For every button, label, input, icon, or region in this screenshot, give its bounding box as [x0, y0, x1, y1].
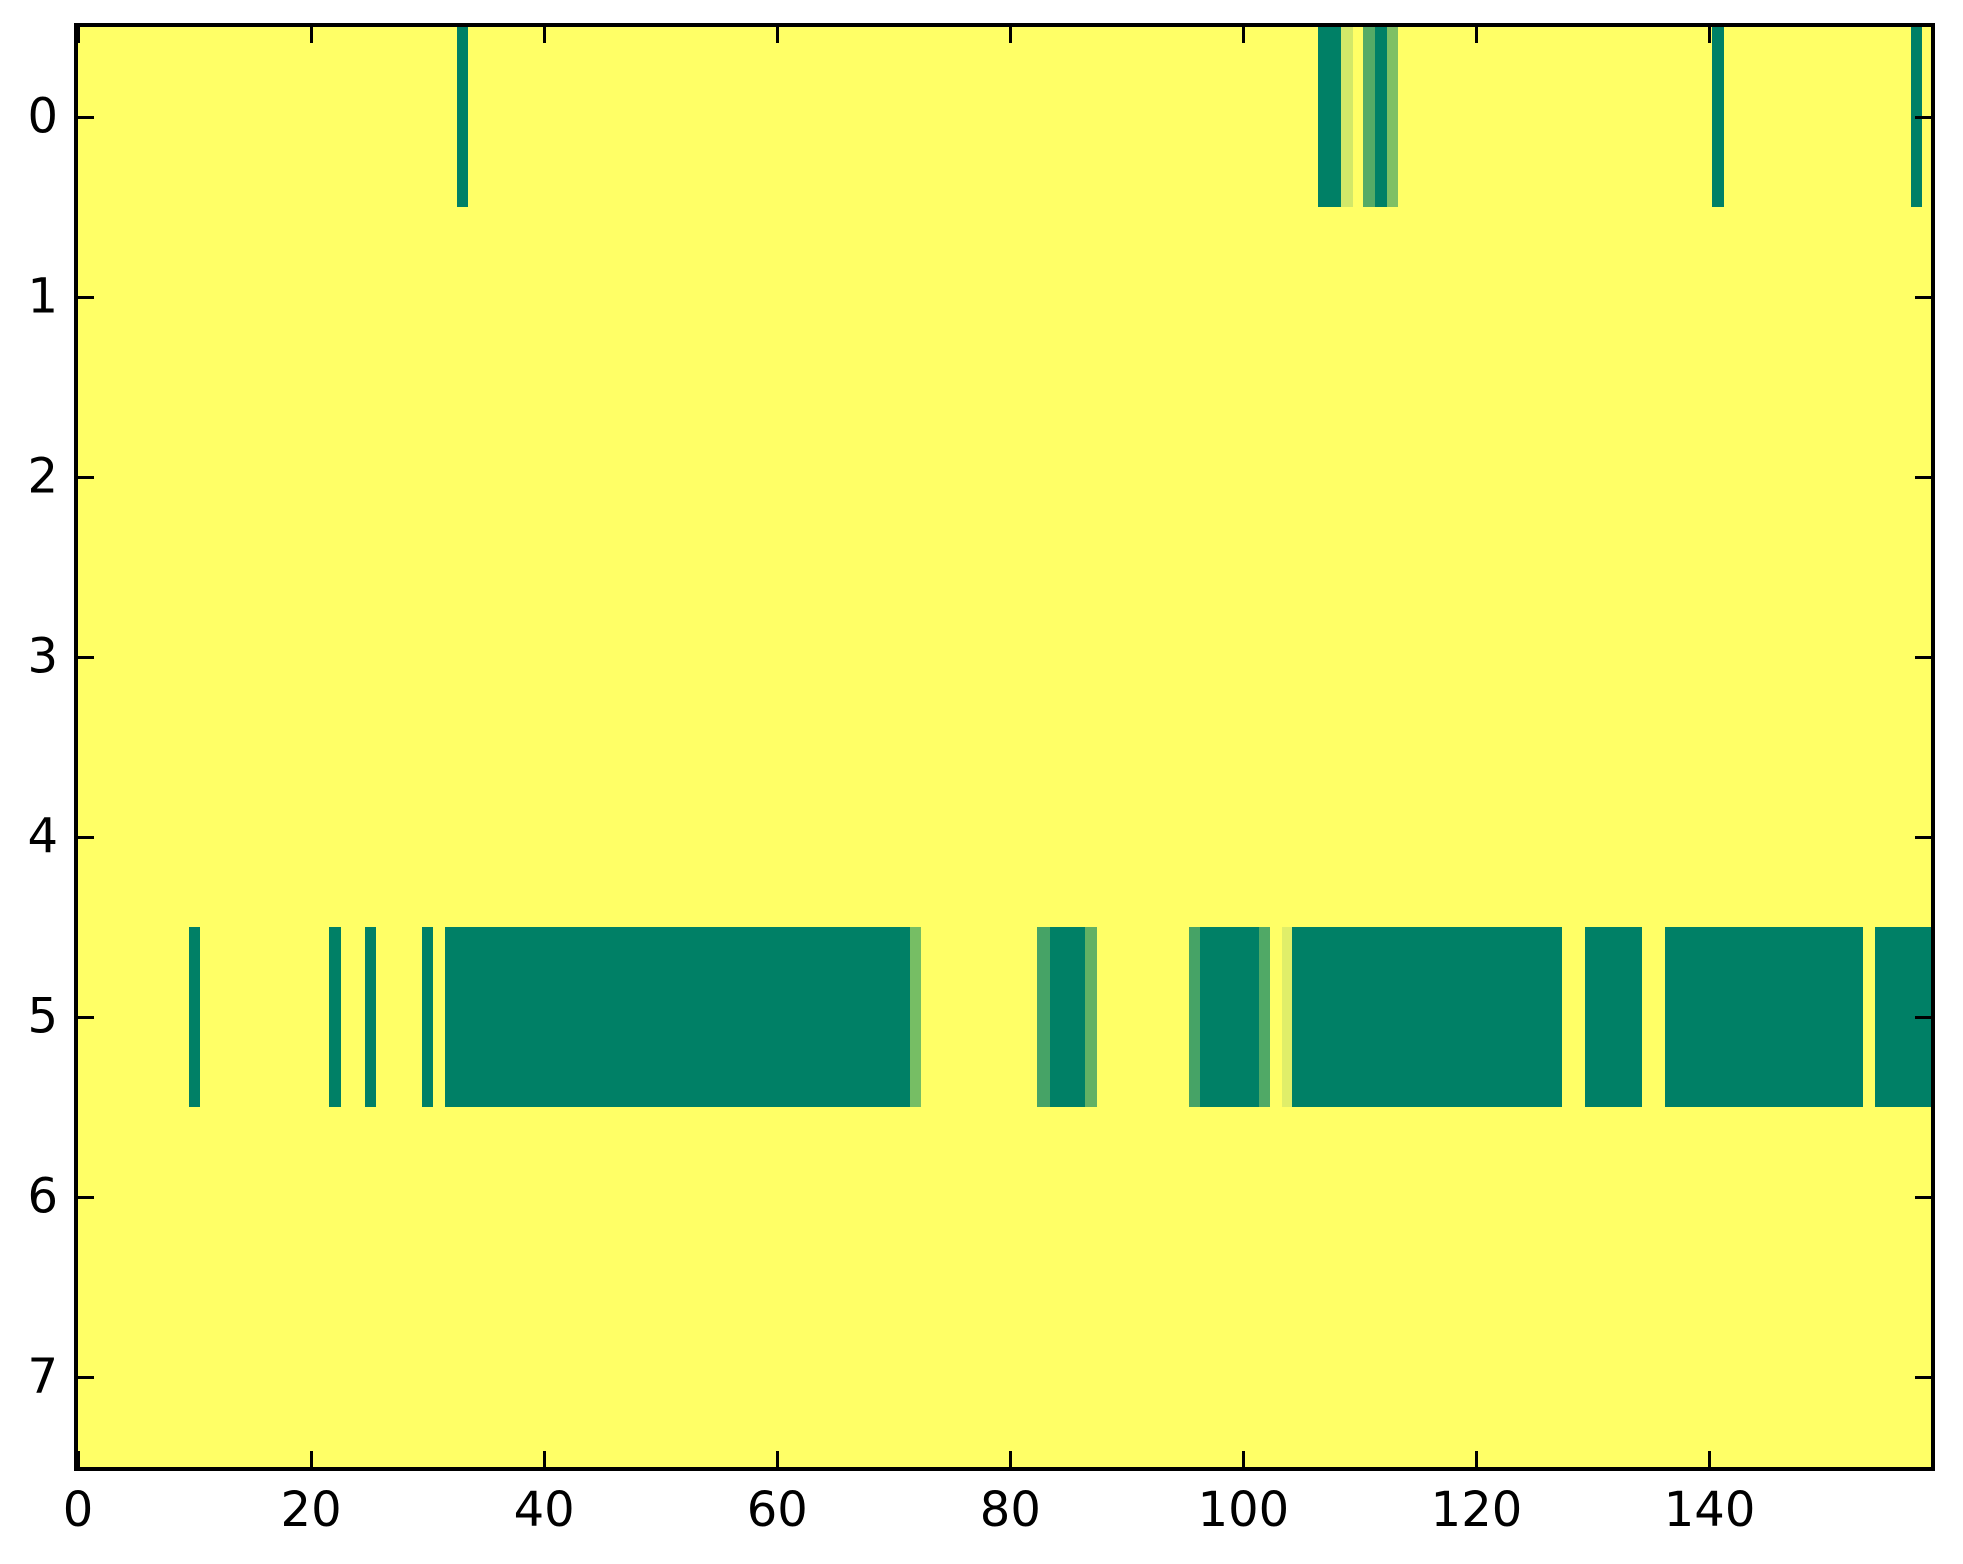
heatmap-cell: [1363, 27, 1376, 207]
heatmap-cell: [910, 927, 921, 1107]
x-axis-tick-top: [78, 27, 80, 43]
y-tick-label: 1: [27, 268, 58, 325]
x-axis-tick-bottom: [1241, 1451, 1245, 1467]
heatmap-cell: [1375, 27, 1387, 207]
x-axis-tick-bottom: [1708, 1451, 1712, 1467]
heatmap-cell: [1341, 27, 1353, 207]
heatmap-cell: [1200, 927, 1259, 1107]
heatmap-cell: [328, 927, 342, 1107]
y-axis-tick-left: [78, 115, 94, 119]
x-axis-tick-top: [1474, 27, 1478, 43]
heatmap-cell: [1292, 927, 1562, 1107]
y-axis-tick-right: [1915, 295, 1931, 299]
y-axis-tick-left: [78, 295, 94, 299]
y-tick-label: 5: [27, 988, 58, 1045]
y-axis-tick-right: [1915, 475, 1931, 479]
heatmap-cell: [1258, 927, 1271, 1107]
y-axis-tick-left: [78, 1195, 94, 1199]
y-axis-tick-left: [78, 1375, 94, 1379]
y-axis-tick-right: [1915, 1195, 1931, 1199]
x-axis-tick-top: [1008, 27, 1012, 43]
x-axis-tick-bottom: [78, 1451, 80, 1467]
heatmap-cell: [456, 27, 469, 207]
y-tick-label: 3: [27, 628, 58, 685]
x-tick-label: 60: [746, 1482, 808, 1538]
heatmap-cell: [1188, 927, 1201, 1107]
heatmap-cell: [1084, 927, 1097, 1107]
x-axis-tick-top: [775, 27, 779, 43]
x-axis-tick-top: [1241, 27, 1245, 43]
x-axis-tick-bottom: [542, 1451, 546, 1467]
plot-area: [78, 27, 1931, 1467]
x-tick-label: 100: [1197, 1482, 1290, 1538]
heatmap-cell: [1049, 927, 1085, 1107]
x-axis-tick-bottom: [309, 1451, 313, 1467]
y-axis-tick-left: [78, 835, 94, 839]
heatmap-cell: [364, 927, 377, 1107]
y-tick-label: 2: [27, 448, 58, 505]
heatmap-cell: [421, 927, 434, 1107]
y-axis-tick-left: [78, 475, 94, 479]
x-tick-label: 20: [280, 1482, 342, 1538]
x-axis-tick-top: [1708, 27, 1712, 43]
y-tick-label: 6: [27, 1168, 58, 1225]
y-axis-tick-left: [78, 1015, 94, 1019]
heatmap-cell: [445, 927, 911, 1107]
heatmap-cell: [1281, 927, 1293, 1107]
y-tick-label: 0: [27, 88, 58, 145]
heatmap-cell: [1665, 927, 1864, 1107]
x-axis-tick-bottom: [1008, 1451, 1012, 1467]
y-tick-label: 7: [27, 1348, 58, 1405]
heatmap-cell: [1386, 27, 1399, 207]
x-axis-tick-bottom: [775, 1451, 779, 1467]
heatmap-cell: [1584, 927, 1642, 1107]
x-tick-label: 40: [513, 1482, 575, 1538]
x-axis-tick-bottom: [1474, 1451, 1478, 1467]
y-axis-tick-right: [1915, 1375, 1931, 1379]
x-tick-label: 120: [1430, 1482, 1523, 1538]
y-tick-label: 4: [27, 808, 58, 865]
y-axis-tick-right: [1915, 655, 1931, 659]
heatmap-cell: [1037, 927, 1050, 1107]
x-axis-tick-top: [542, 27, 546, 43]
x-tick-label: 80: [979, 1482, 1041, 1538]
heatmap-cell: [188, 927, 201, 1107]
y-axis-tick-right: [1915, 1015, 1931, 1019]
y-axis-tick-left: [78, 655, 94, 659]
x-tick-label: 140: [1663, 1482, 1756, 1538]
heatmap-cell: [1711, 27, 1724, 207]
x-axis-tick-top: [309, 27, 313, 43]
y-axis-tick-right: [1915, 115, 1931, 119]
y-axis-tick-right: [1915, 835, 1931, 839]
heatmap-cell: [1317, 27, 1342, 207]
x-tick-label: 0: [62, 1482, 94, 1538]
